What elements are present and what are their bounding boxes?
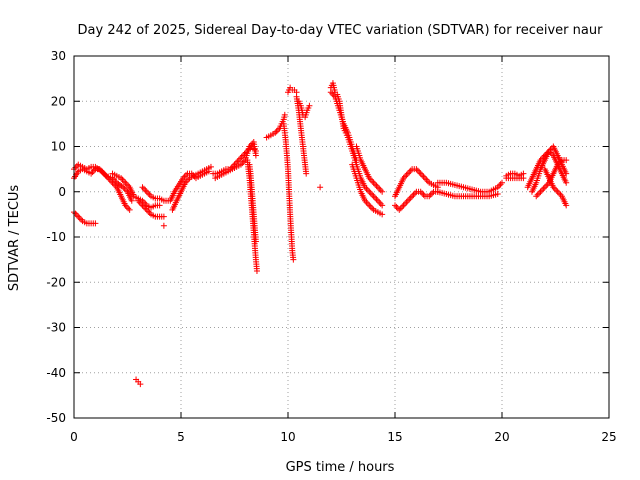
- data-point: [379, 202, 386, 209]
- data-point: [252, 152, 259, 159]
- data-point: [253, 267, 260, 274]
- data-point: [156, 202, 163, 209]
- data-point: [379, 211, 386, 218]
- y-tick-label: 30: [51, 49, 66, 63]
- y-axis-title: SDTVAR / TECUs: [7, 185, 22, 292]
- x-tick-label: 0: [70, 430, 78, 444]
- axis-ticks: 0 5 10 15 20 25 -50 -40 -30 -20 -10 0 10 20 30: [46, 49, 616, 444]
- x-tick-label: 10: [280, 430, 295, 444]
- y-tick-label: -50: [46, 411, 66, 425]
- y-tick-label: 10: [51, 140, 66, 154]
- data-point: [520, 175, 527, 182]
- y-tick-label: -40: [46, 366, 66, 380]
- data-point: [252, 238, 259, 245]
- data-point: [160, 213, 167, 220]
- data-point: [494, 191, 501, 198]
- data-point: [317, 184, 324, 191]
- data-point: [379, 188, 386, 195]
- data-point: [126, 206, 133, 213]
- data-point: [563, 202, 570, 209]
- data-point: [281, 111, 288, 118]
- data-point: [303, 170, 310, 177]
- data-point: [92, 220, 99, 227]
- y-tick-label: -20: [46, 275, 66, 289]
- y-tick-label: -30: [46, 321, 66, 335]
- y-tick-label: 20: [51, 94, 66, 108]
- x-tick-label: 5: [177, 430, 185, 444]
- data-point: [563, 157, 570, 164]
- data-point: [207, 163, 214, 170]
- data-point: [128, 197, 135, 204]
- data-points: [71, 80, 570, 388]
- x-tick-label: 20: [494, 430, 509, 444]
- x-tick-label: 15: [387, 430, 402, 444]
- data-point: [306, 102, 313, 109]
- y-tick-label: 0: [58, 185, 66, 199]
- data-point: [563, 179, 570, 186]
- x-axis-title: GPS time / hours: [286, 460, 395, 475]
- y-tick-label: -10: [46, 230, 66, 244]
- data-point: [290, 256, 297, 263]
- x-tick-label: 25: [601, 430, 616, 444]
- data-point: [137, 381, 144, 388]
- chart-title: Day 242 of 2025, Sidereal Day-to-day VTE…: [78, 23, 604, 38]
- data-point: [160, 222, 167, 229]
- data-point: [205, 168, 212, 175]
- data-point: [499, 179, 505, 186]
- grid-lines: [74, 56, 609, 418]
